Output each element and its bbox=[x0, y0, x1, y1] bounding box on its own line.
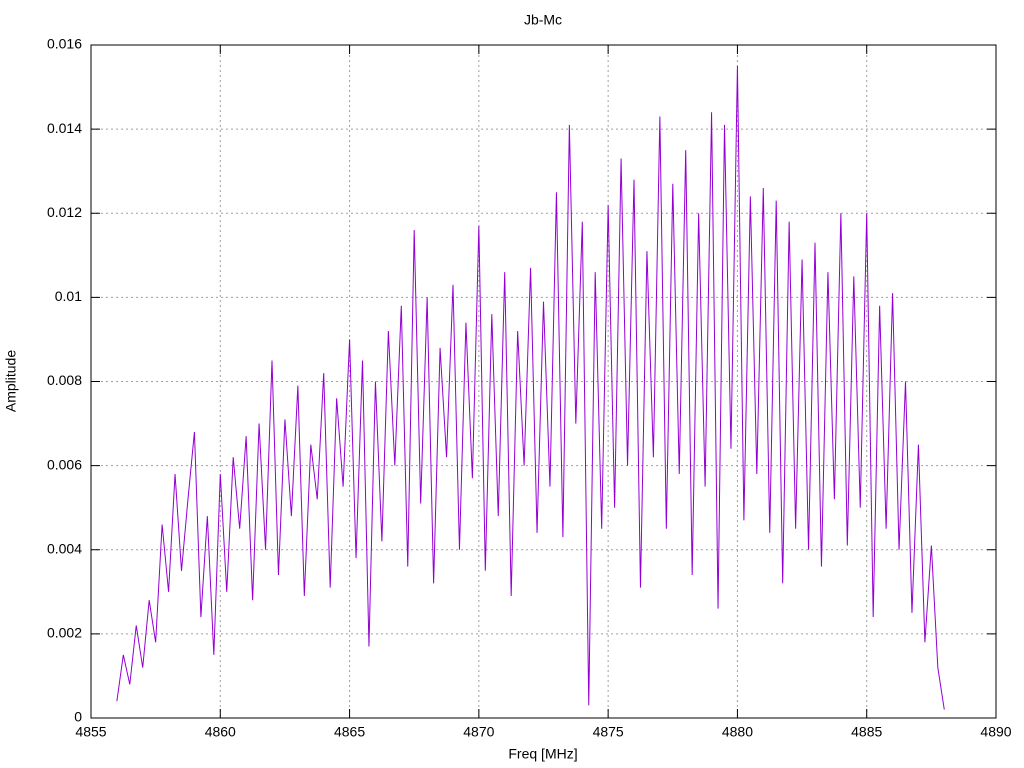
y-tick-label: 0.004 bbox=[47, 540, 82, 556]
x-tick-label: 4855 bbox=[75, 724, 106, 740]
y-tick-label: 0 bbox=[74, 709, 82, 725]
y-tick-label: 0.008 bbox=[47, 372, 82, 388]
x-tick-label: 4860 bbox=[205, 724, 236, 740]
plot-border bbox=[90, 44, 997, 719]
x-tick-label: 4865 bbox=[334, 724, 365, 740]
x-tick-label: 4885 bbox=[851, 724, 882, 740]
x-tick-label: 4880 bbox=[722, 724, 753, 740]
y-axis-label: Amplitude bbox=[3, 350, 19, 412]
data-line bbox=[116, 66, 945, 710]
x-tick-label: 4890 bbox=[980, 724, 1011, 740]
chart-title: Jb-Mc bbox=[524, 12, 562, 28]
y-tick-label: 0.002 bbox=[47, 625, 82, 641]
y-tick-label: 0.012 bbox=[47, 204, 82, 220]
x-tick-label: 4875 bbox=[593, 724, 624, 740]
x-tick-label: 4870 bbox=[463, 724, 494, 740]
y-tick-label: 0.014 bbox=[47, 120, 82, 136]
y-tick-label: 0.016 bbox=[47, 36, 82, 52]
y-tick-label: 0.01 bbox=[55, 288, 82, 304]
y-tick-label: 0.006 bbox=[47, 456, 82, 472]
x-axis-label: Freq [MHz] bbox=[508, 746, 577, 762]
